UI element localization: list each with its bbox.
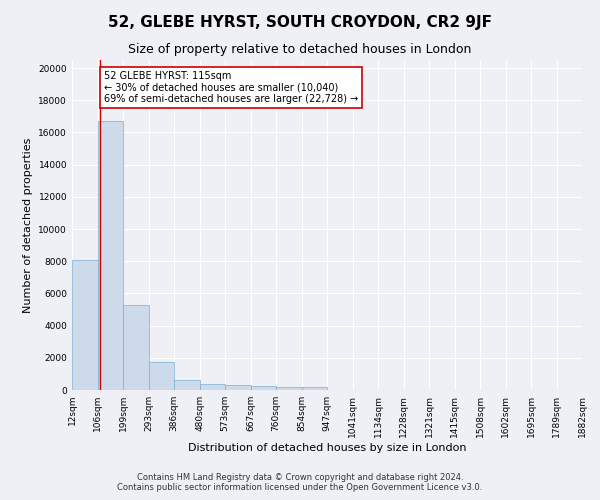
Text: 52, GLEBE HYRST, SOUTH CROYDON, CR2 9JF: 52, GLEBE HYRST, SOUTH CROYDON, CR2 9JF — [108, 15, 492, 30]
Text: Size of property relative to detached houses in London: Size of property relative to detached ho… — [128, 42, 472, 56]
X-axis label: Distribution of detached houses by size in London: Distribution of detached houses by size … — [188, 442, 466, 452]
Bar — [276, 387, 302, 390]
Bar — [225, 386, 251, 390]
Text: 52 GLEBE HYRST: 115sqm
← 30% of detached houses are smaller (10,040)
69% of semi: 52 GLEBE HYRST: 115sqm ← 30% of detached… — [104, 72, 358, 104]
Bar — [302, 388, 327, 390]
Bar — [72, 260, 98, 390]
Y-axis label: Number of detached properties: Number of detached properties — [23, 138, 33, 312]
Bar — [149, 362, 174, 390]
Bar — [200, 384, 225, 390]
Bar — [123, 304, 149, 390]
Bar — [174, 380, 200, 390]
Bar — [251, 386, 276, 390]
Bar — [98, 121, 123, 390]
Text: Contains HM Land Registry data © Crown copyright and database right 2024.
Contai: Contains HM Land Registry data © Crown c… — [118, 473, 482, 492]
